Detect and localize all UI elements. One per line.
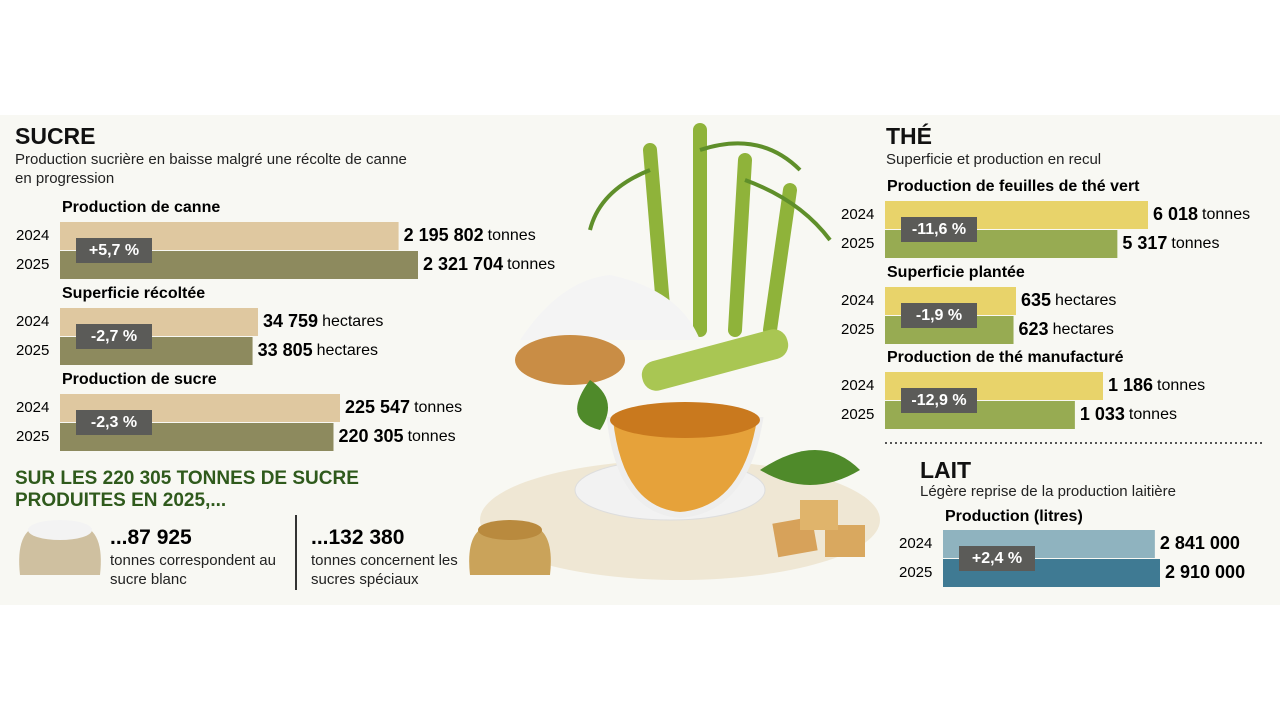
chart-title: Production de thé manufacturé xyxy=(887,349,1124,366)
change-label: +2,4 % xyxy=(972,550,1022,567)
value: 2 910 000 xyxy=(1165,562,1245,582)
value-label: 6 018 tonnes xyxy=(1153,204,1250,224)
value-label: 5 317 tonnes xyxy=(1122,233,1219,253)
unit: tonnes xyxy=(1202,206,1250,223)
unit: tonnes xyxy=(1157,377,1205,394)
unit: tonnes xyxy=(1171,235,1219,252)
split-amount: ...87 925 xyxy=(110,526,192,549)
section-title: THÉ xyxy=(886,123,932,149)
value: 2 195 802 xyxy=(404,225,484,245)
change-badge xyxy=(901,303,977,328)
unit: tonnes xyxy=(488,227,536,244)
year-label: 2025 xyxy=(16,256,49,273)
change-badge xyxy=(76,238,152,263)
change-label: -2,3 % xyxy=(91,414,137,431)
value-label: 225 547 tonnes xyxy=(345,397,462,417)
unit: hectares xyxy=(322,313,383,330)
change-label: -11,6 % xyxy=(912,221,966,238)
value-label: 635 hectares xyxy=(1021,290,1116,310)
value-label: 220 305 tonnes xyxy=(338,426,455,446)
year-label: 2024 xyxy=(16,313,49,330)
unit: hectares xyxy=(317,342,378,359)
split-heading: SUR LES 220 305 TONNES DE SUCRE PRODUITE… xyxy=(15,468,359,511)
chart-title: Production de feuilles de thé vert xyxy=(887,178,1140,195)
value-label: 2 910 000 xyxy=(1165,562,1245,582)
year-label: 2025 xyxy=(16,428,49,445)
value-label: 2 321 704 tonnes xyxy=(423,254,555,274)
year-label: 2025 xyxy=(16,342,49,359)
split-amount: ...132 380 xyxy=(311,526,405,549)
section-subtitle: Production sucrière en baisse malgré une… xyxy=(15,151,407,187)
chart-title: Superficie récoltée xyxy=(62,285,205,302)
value: 2 321 704 xyxy=(423,254,503,274)
chart-title: Production de sucre xyxy=(62,371,217,388)
change-label: -2,7 % xyxy=(91,328,137,345)
value-label: 34 759 hectares xyxy=(263,311,383,331)
value: 6 018 xyxy=(1153,204,1198,224)
change-badge xyxy=(901,217,977,242)
year-label: 2024 xyxy=(899,535,932,552)
value: 5 317 xyxy=(1122,233,1167,253)
unit: hectares xyxy=(1053,321,1114,338)
value: 2 841 000 xyxy=(1160,533,1240,553)
split-text: tonnes correspondent au sucre blanc xyxy=(110,552,276,588)
year-label: 2024 xyxy=(841,292,874,309)
unit: tonnes xyxy=(414,399,462,416)
unit: tonnes xyxy=(1129,406,1177,423)
change-label: -1,9 % xyxy=(916,307,962,324)
chart-title: Superficie plantée xyxy=(887,264,1025,281)
chart-title: Production de canne xyxy=(62,199,220,216)
change-badge xyxy=(959,546,1035,571)
value-label: 1 186 tonnes xyxy=(1108,375,1205,395)
value-label: 1 033 tonnes xyxy=(1080,404,1177,424)
value-label: 2 195 802 tonnes xyxy=(404,225,536,245)
chart-title: Production (litres) xyxy=(945,508,1083,525)
value: 220 305 xyxy=(338,426,403,446)
value: 623 xyxy=(1019,319,1049,339)
year-label: 2024 xyxy=(16,227,49,244)
value: 225 547 xyxy=(345,397,410,417)
value: 33 805 xyxy=(258,340,313,360)
year-label: 2025 xyxy=(841,235,874,252)
year-label: 2024 xyxy=(841,206,874,223)
year-label: 2025 xyxy=(899,564,932,581)
section-subtitle: Légère reprise de la production laitière xyxy=(920,483,1176,500)
split-text: tonnes concernent les sucres spéciaux xyxy=(311,552,458,588)
value: 34 759 xyxy=(263,311,318,331)
sack-icons xyxy=(19,520,551,575)
change-badge xyxy=(76,410,152,435)
value: 1 186 xyxy=(1108,375,1153,395)
change-label: -12,9 % xyxy=(911,392,966,409)
year-label: 2025 xyxy=(841,406,874,423)
value: 1 033 xyxy=(1080,404,1125,424)
year-label: 2024 xyxy=(841,377,874,394)
year-label: 2025 xyxy=(841,321,874,338)
section-title: LAIT xyxy=(920,457,972,483)
value-label: 623 hectares xyxy=(1019,319,1114,339)
value-label: 2 841 000 xyxy=(1160,533,1240,553)
year-label: 2024 xyxy=(16,399,49,416)
section-title: SUCRE xyxy=(15,123,96,149)
unit: tonnes xyxy=(507,256,555,273)
unit: hectares xyxy=(1055,292,1116,309)
unit: tonnes xyxy=(408,428,456,445)
value: 635 xyxy=(1021,290,1051,310)
section-subtitle: Superficie et production en recul xyxy=(886,151,1102,168)
change-badge xyxy=(901,388,977,413)
change-badge xyxy=(76,324,152,349)
change-label: +5,7 % xyxy=(89,242,139,259)
value-label: 33 805 hectares xyxy=(258,340,378,360)
illustration xyxy=(480,123,880,580)
